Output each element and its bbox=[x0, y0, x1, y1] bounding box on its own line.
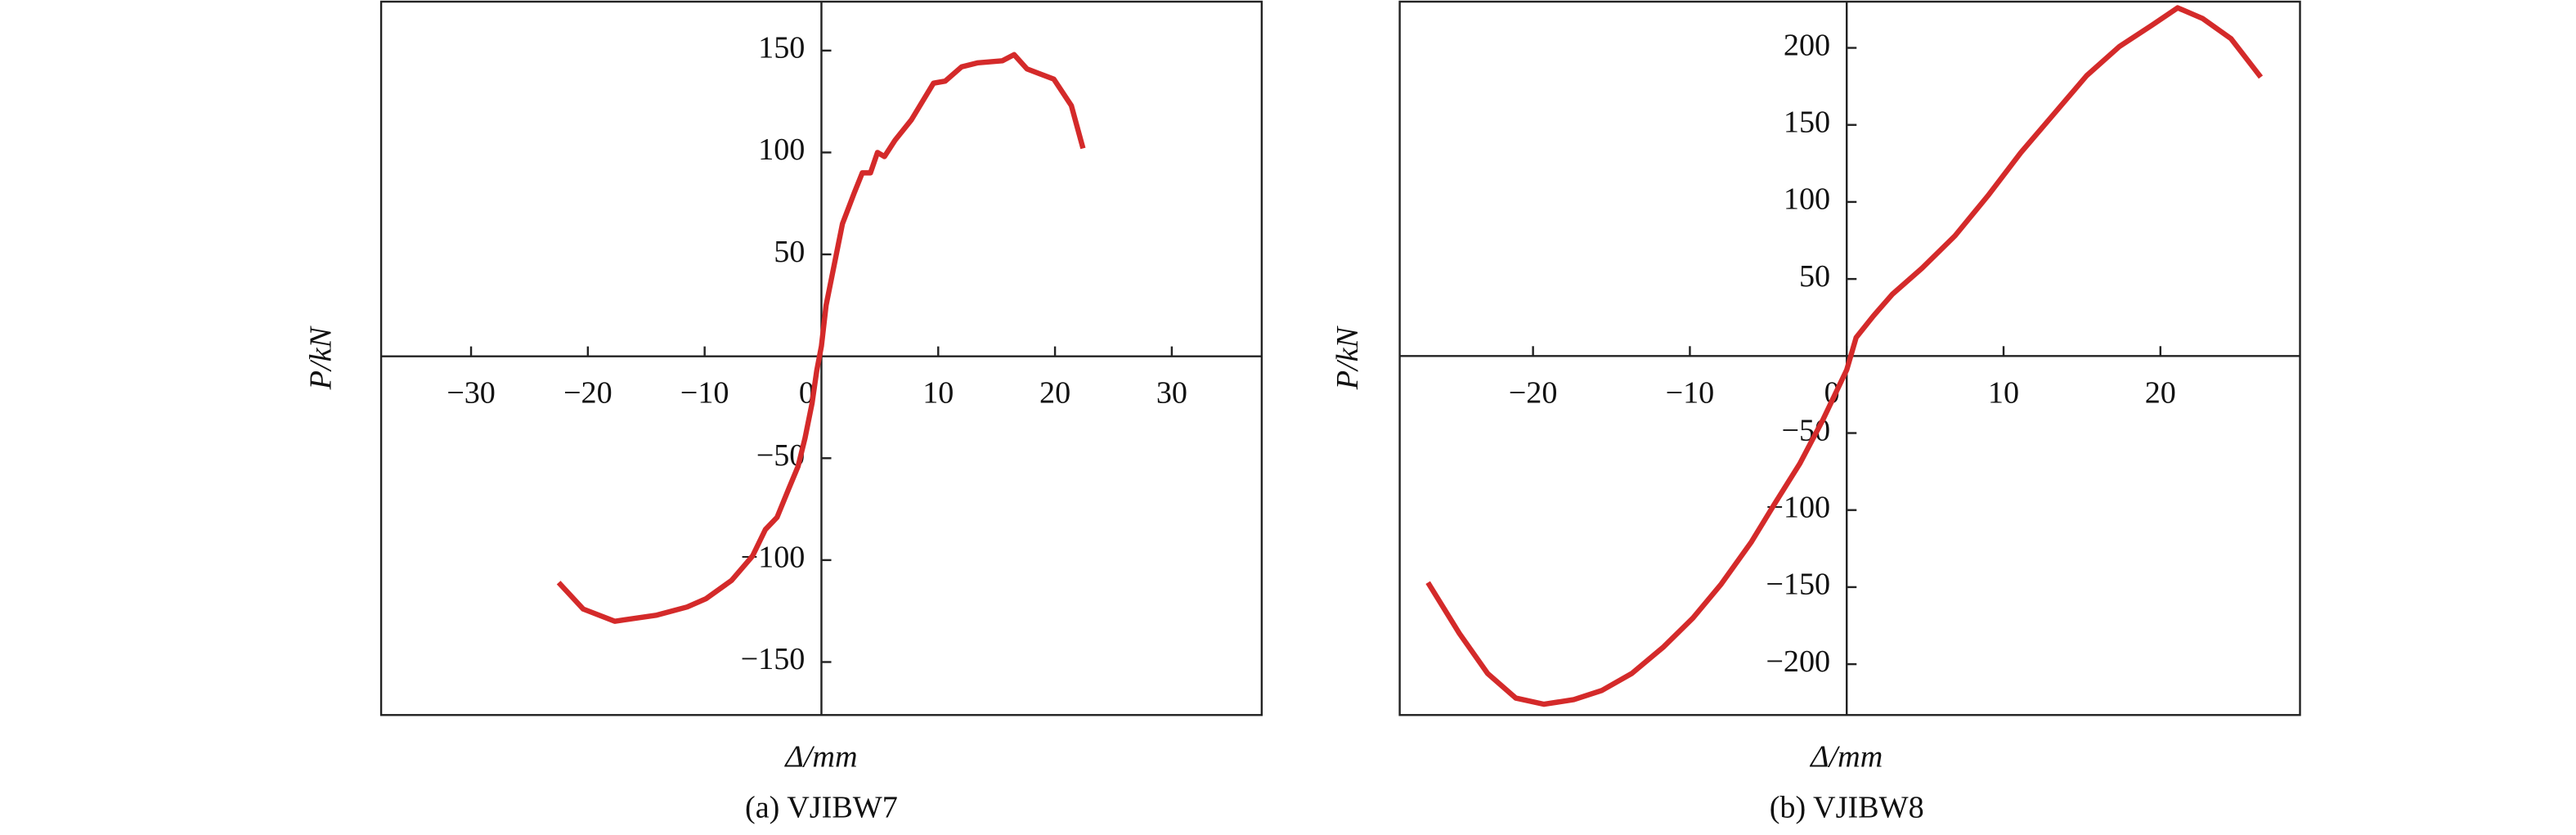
x-tick-label: −20 bbox=[1509, 375, 1558, 410]
y-axis-label: P/kN bbox=[304, 325, 339, 390]
x-tick-label: 0 bbox=[1824, 375, 1840, 410]
y-tick-label: 200 bbox=[1784, 28, 1830, 62]
x-tick-label: −20 bbox=[563, 376, 613, 411]
y-tick-label: 100 bbox=[1784, 182, 1830, 217]
y-tick-label: 50 bbox=[774, 235, 805, 269]
x-tick-label: −30 bbox=[447, 376, 496, 411]
y-tick-label: −150 bbox=[1766, 568, 1830, 602]
y-tick-label: 150 bbox=[758, 31, 805, 65]
x-tick-label: −10 bbox=[1666, 375, 1715, 410]
x-axis-label: Δ/mm bbox=[783, 739, 857, 774]
caption: (b) VJIBW8 bbox=[1770, 791, 1924, 825]
x-tick-label: 30 bbox=[1156, 376, 1187, 411]
x-axis-label: Δ/mm bbox=[1809, 739, 1883, 774]
y-tick-label: −100 bbox=[1766, 490, 1830, 524]
caption: (a) VJIBW7 bbox=[745, 791, 898, 825]
y-tick-label: −200 bbox=[1766, 644, 1830, 679]
y-axis-label: P/kN bbox=[1331, 325, 1365, 390]
y-tick-label: 50 bbox=[1799, 259, 1830, 294]
y-tick-label: 100 bbox=[758, 132, 805, 167]
y-tick-label: −150 bbox=[741, 642, 806, 676]
y-tick-label: 150 bbox=[1784, 105, 1830, 139]
data-line bbox=[556, 52, 1086, 624]
x-tick-label: 10 bbox=[1988, 375, 2019, 410]
x-tick-label: 20 bbox=[2145, 375, 2176, 410]
x-tick-label: 10 bbox=[922, 376, 954, 411]
x-tick-label: −10 bbox=[680, 376, 729, 411]
plot-frame bbox=[1398, 0, 2301, 716]
x-tick-label: 20 bbox=[1039, 376, 1070, 411]
data-line bbox=[1425, 5, 2264, 707]
